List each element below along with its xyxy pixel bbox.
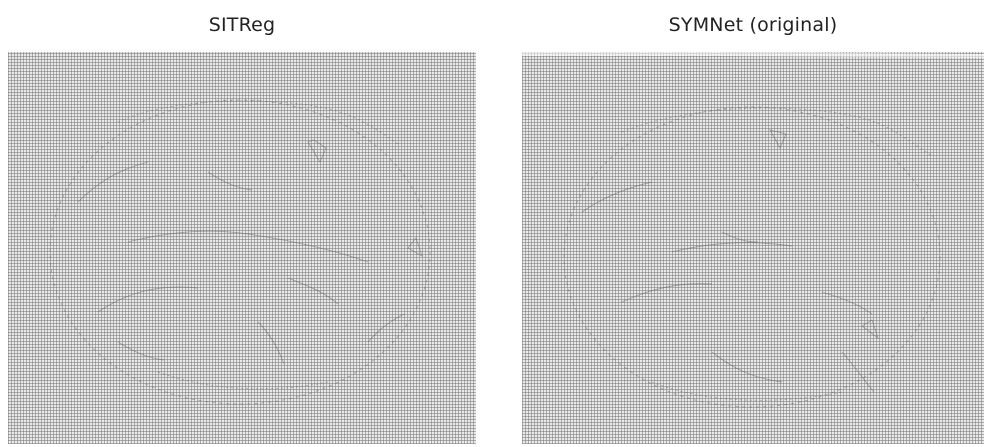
deformation-grid-sitreg xyxy=(8,52,476,444)
deformation-overlay-sitreg xyxy=(49,99,431,405)
deformation-grid-symnet xyxy=(522,52,984,444)
panel-title-symnet: SYMNet (original) xyxy=(668,14,838,36)
deformation-overlay-symnet xyxy=(522,52,984,408)
panel-title-sitreg: SITReg xyxy=(208,14,276,36)
